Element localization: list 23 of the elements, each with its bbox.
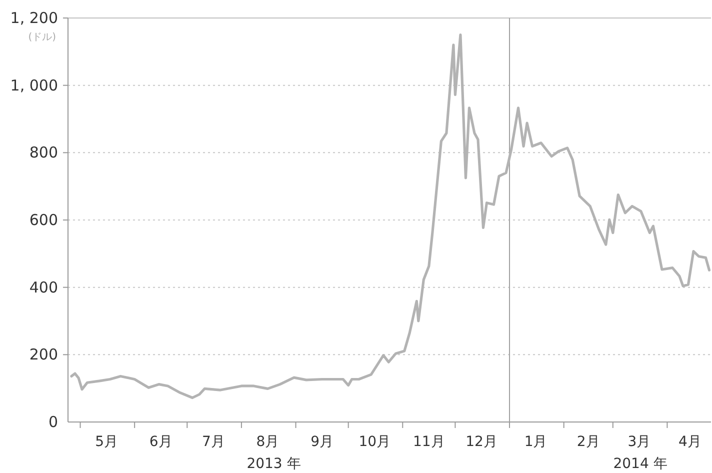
y-tick-label: 1, 200 [10,9,58,27]
line-series [70,34,711,400]
y-tick-label: 400 [29,278,58,296]
x-tick-label: 8月 [256,434,280,450]
x-tick-label: 11月 [413,434,445,450]
x-tick-label: 7月 [202,434,225,450]
x-tick-label: 6月 [149,434,172,450]
y-tick-label: 600 [29,211,58,229]
x-tick-label: 12月 [466,434,498,450]
x-tick-label: 2月 [576,434,600,450]
x-tick-label: 4月 [678,434,702,450]
x-tick-label: 1月 [524,434,548,450]
y-axis-title: (ドル) [28,32,56,43]
y-tick-label: 1, 000 [10,76,58,94]
x-tick-label: 9月 [310,434,334,450]
x-tick-label: 5月 [95,434,118,450]
text: 2013 年 [246,456,301,472]
y-tick-label: 800 [29,144,58,162]
x-tick-label: 3月 [628,434,651,450]
y-tick-label: 200 [29,346,58,364]
text: 2014 年 [613,456,668,472]
y-tick-label: 0 [48,413,58,431]
x-tick-label: 10月 [358,434,391,450]
